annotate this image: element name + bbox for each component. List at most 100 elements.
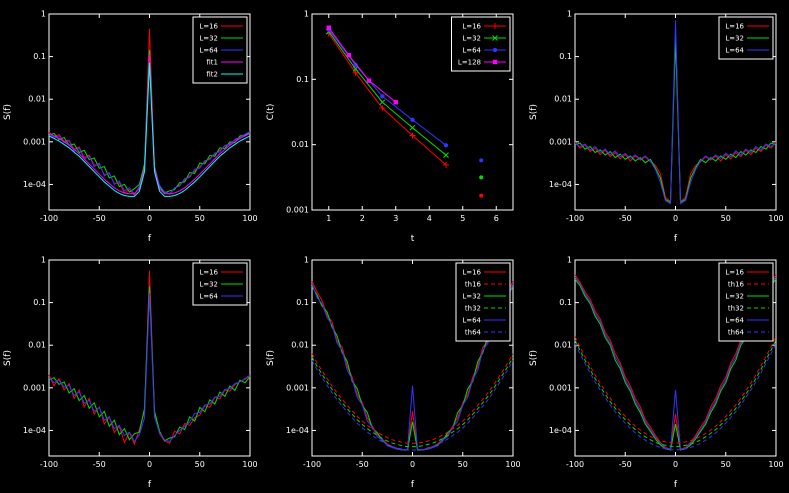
series-th32 xyxy=(311,356,514,448)
legend-label: L=64 xyxy=(725,317,744,325)
legend-label: th64 xyxy=(728,329,745,337)
series-L=64 xyxy=(311,283,514,451)
y-tick-label: 1 xyxy=(567,10,572,19)
legend: L=16 th16 L=32 th32 L=64 th64 xyxy=(718,262,774,342)
series-pt-red xyxy=(479,193,484,198)
y-tick-label: 1 xyxy=(567,256,572,265)
x-tick-label: -50 xyxy=(619,460,632,469)
legend-label: L=16 xyxy=(199,269,218,277)
x-tick-label: 0 xyxy=(147,460,152,469)
legend: L=16 th16 L=32 th32 L=64 th64 xyxy=(455,262,511,342)
legend-label: L=16 xyxy=(462,23,481,31)
series-L=64 xyxy=(326,27,449,148)
x-tick-label: 50 xyxy=(458,460,468,469)
y-tick-label: 1e-04 xyxy=(549,426,572,435)
x-tick-label: 100 xyxy=(505,460,520,469)
x-tick-label: 1 xyxy=(326,214,331,223)
series-L=16 xyxy=(48,270,251,446)
y-tick-label: 0.01 xyxy=(291,341,309,350)
legend-label: L=16 xyxy=(725,23,744,31)
legend-label: L=16 xyxy=(462,269,481,277)
y-axis-label: S(f) xyxy=(529,104,539,120)
legend-label: L=32 xyxy=(725,35,744,43)
series-th16 xyxy=(311,353,514,444)
x-tick-label: -50 xyxy=(93,214,106,223)
y-axis-label: C(t) xyxy=(266,104,276,121)
x-axis-label: f xyxy=(674,234,678,244)
y-tick-label: 0.01 xyxy=(28,341,46,350)
legend-label: L=32 xyxy=(462,35,481,43)
x-tick-label: 0 xyxy=(673,460,678,469)
x-tick-label: -100 xyxy=(566,214,584,223)
x-axis-label: f xyxy=(148,480,152,490)
legend-label: L=32 xyxy=(199,35,218,43)
y-tick-label: 1 xyxy=(304,10,309,19)
y-tick-label: 1 xyxy=(304,256,309,265)
y-axis-label: S(f) xyxy=(266,350,276,366)
axes: -100 -50 0 50 100 1e-04 0.001 0.01 0.1 1 f S(f) xyxy=(3,256,258,491)
y-tick-label: 1e-04 xyxy=(23,180,46,189)
y-tick-label: 1 xyxy=(41,256,46,265)
series-th16 xyxy=(574,336,777,444)
x-tick-label: 5 xyxy=(460,214,465,223)
x-tick-label: 100 xyxy=(768,460,783,469)
legend-label: th32 xyxy=(465,305,481,313)
x-tick-label: 50 xyxy=(721,214,731,223)
y-tick-label: 1e-04 xyxy=(23,426,46,435)
y-tick-label: 1e-04 xyxy=(549,180,572,189)
series-L=16 xyxy=(325,30,449,168)
y-tick-label: 0.01 xyxy=(291,140,309,149)
legend-label: L=64 xyxy=(462,47,481,55)
axes: -100 -50 0 50 100 1e-04 0.001 0.01 0.1 1 f S(f) xyxy=(529,10,784,245)
y-tick-label: 0.1 xyxy=(559,52,572,61)
x-tick-label: -100 xyxy=(40,460,58,469)
legend-label: L=64 xyxy=(462,317,481,325)
x-tick-label: -100 xyxy=(40,214,58,223)
legend: L=16 L=32 L=64 xyxy=(192,262,248,306)
series-L=64 xyxy=(574,20,777,205)
x-tick-label: 50 xyxy=(195,460,205,469)
y-tick-label: 0.001 xyxy=(23,137,46,146)
x-tick-label: 6 xyxy=(494,214,499,223)
x-tick-label: 100 xyxy=(242,460,257,469)
legend-label: th16 xyxy=(465,281,482,289)
legend-label: L=32 xyxy=(199,281,218,289)
series-th64 xyxy=(574,343,777,451)
legend-label: fit2 xyxy=(206,71,218,79)
legend-label: L=16 xyxy=(199,23,218,31)
y-tick-label: 1e-04 xyxy=(286,426,309,435)
legend-label: th32 xyxy=(728,305,744,313)
plot-top-left-canvas: -100 -50 0 50 100 1e-04 0.001 0.01 0.1 1 f S(f) L=16… xyxy=(3,10,258,245)
y-tick-label: 0.001 xyxy=(549,383,572,392)
series-th32 xyxy=(574,339,777,448)
series-fit2 xyxy=(48,62,251,197)
y-tick-label: 1 xyxy=(41,10,46,19)
series-L=64 xyxy=(48,293,251,443)
series-fit1 xyxy=(48,54,251,195)
y-axis-label: S(f) xyxy=(529,350,539,366)
x-tick-label: -50 xyxy=(619,214,632,223)
y-tick-label: 0.01 xyxy=(554,95,572,104)
x-tick-label: 2 xyxy=(360,214,365,223)
subplot-top-left: -100 -50 0 50 100 1e-04 0.001 0.01 0.1 1 f S(f) L=16… xyxy=(0,0,263,246)
x-tick-label: 0 xyxy=(673,214,678,223)
plot-top-right-canvas: -100 -50 0 50 100 1e-04 0.001 0.01 0.1 1 f S(f) L=16… xyxy=(529,10,784,245)
series-L=32 xyxy=(325,28,449,158)
series-L=32 xyxy=(48,50,251,194)
legend-label: L=16 xyxy=(725,269,744,277)
series-L=32 xyxy=(574,278,777,451)
y-axis-label: S(f) xyxy=(3,350,13,366)
series-L=32 xyxy=(48,286,251,442)
y-tick-label: 0.001 xyxy=(23,383,46,392)
legend-label: L=64 xyxy=(199,47,218,55)
y-tick-label: 0.01 xyxy=(28,95,46,104)
x-tick-label: 0 xyxy=(147,214,152,223)
subplot-bottom-middle: -100 -50 0 50 100 1e-04 0.001 0.01 0.1 1 f S(f) L=16… xyxy=(263,246,526,492)
series-L=32 xyxy=(574,39,777,204)
subplot-top-right: -100 -50 0 50 100 1e-04 0.001 0.01 0.1 1 f S(f) L=16… xyxy=(526,0,789,246)
subplot-bottom-right: -100 -50 0 50 100 1e-04 0.001 0.01 0.1 1 f S(f) L=16… xyxy=(526,246,789,492)
series-pt-blue xyxy=(479,158,484,163)
legend-label: L=32 xyxy=(725,293,744,301)
x-axis-label: f xyxy=(148,234,152,244)
legend-label: th16 xyxy=(728,281,745,289)
